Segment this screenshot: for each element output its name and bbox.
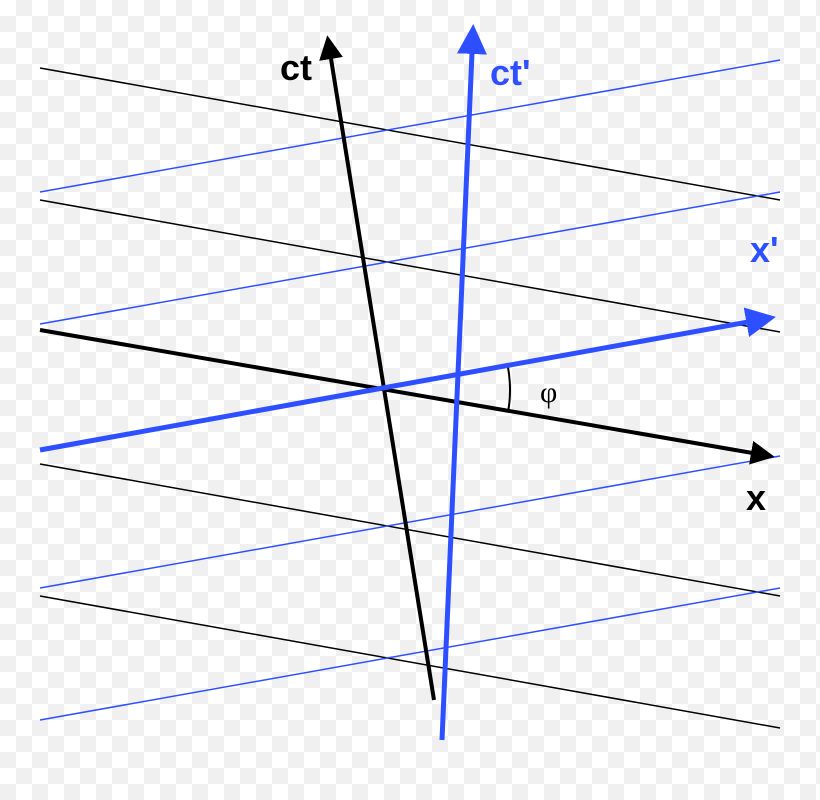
gridline-moving	[40, 456, 780, 588]
simultaneity-lines-moving-frame	[40, 60, 780, 720]
x-axis-label: x	[746, 477, 766, 518]
ct-prime-axis	[442, 30, 473, 740]
x-prime-axis	[40, 318, 770, 450]
angle-label: φ	[540, 376, 557, 409]
gridline-rest	[40, 68, 780, 200]
gridline-rest	[40, 200, 780, 332]
ct-axis	[328, 40, 434, 700]
minkowski-diagram: ct ct' x' x φ	[0, 0, 820, 800]
gridline-moving	[40, 192, 780, 324]
gridline-moving	[40, 60, 780, 192]
gridline-rest	[40, 464, 780, 596]
x-prime-axis-label: x'	[750, 229, 779, 270]
ct-prime-axis-label: ct'	[490, 52, 531, 93]
x-axis	[40, 330, 770, 456]
gridline-moving	[40, 588, 780, 720]
simultaneity-lines-rest-frame	[40, 68, 780, 728]
gridline-rest	[40, 596, 780, 728]
ct-axis-label: ct	[280, 47, 312, 88]
angle-arc	[508, 367, 510, 412]
